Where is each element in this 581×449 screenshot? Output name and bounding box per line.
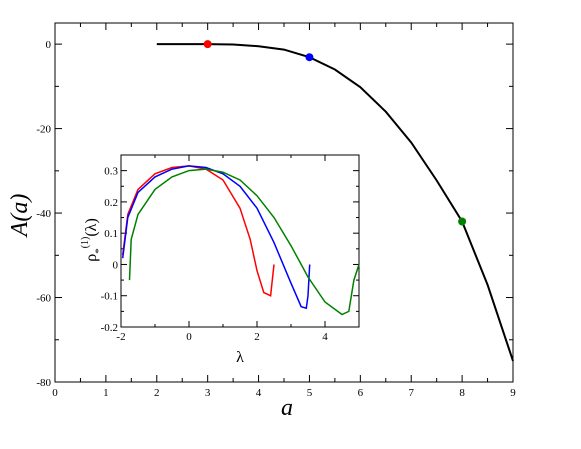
inset-y-axis-title: ρ*(1)(λ) [80,218,105,262]
inset-y-tick-label: 0 [113,259,119,271]
main-x-tick-label: 1 [103,387,109,399]
main-x-axis-title: a [281,395,293,421]
inset-x-tick-label: 2 [254,331,260,343]
main-point-marker [305,53,314,62]
main-x-tick-label: 2 [154,387,160,399]
inset-y-tick-label: 0.2 [104,197,118,209]
main-lines [156,43,514,362]
main-y-tick-label: 0 [46,39,52,51]
inset-x-axis-title: λ [236,349,244,366]
inset-x-tick-label: 0 [186,331,192,343]
main-x-tick-label: 9 [510,387,516,399]
main-x-tick-label: 0 [52,387,58,399]
inset-ticks: -2 0 2 4 0.3 0.2 0.1 0 -0.1 -0.2 [101,155,360,343]
inset-background [121,155,359,327]
main-x-tick-label: 5 [307,387,313,399]
inset-x-tick-label: -2 [116,331,125,343]
main-x-tick-label: 3 [205,387,211,399]
inset-y-tick-label: 0.1 [104,228,118,240]
inset-plot-frame [120,154,360,328]
main-point-marker [203,40,212,49]
inset-y-tick-label: 0.3 [104,166,118,178]
main-y-tick-label: -20 [36,124,51,136]
main-x-tick-label: 4 [256,387,262,399]
inset-y-tick-label: -0.1 [101,291,118,303]
inset-y-tick-label: -0.2 [101,322,118,334]
inset-series-line [121,165,311,310]
main-y-axis-title: A(a) [7,194,33,239]
main-y-tick-label: -40 [36,208,51,220]
main-y-tick-label: -80 [36,377,51,389]
inset-series-line [128,168,360,316]
inset-x-tick-label: 4 [322,331,328,343]
main-x-tick-label: 7 [408,387,414,399]
inset-lines [121,165,360,316]
main-markers [203,40,467,226]
inset-series-line [121,165,275,297]
main-ticks: 0 1 2 3 4 5 6 7 8 90-20-40-60-80 [36,23,516,399]
main-y-tick-label: -60 [36,293,51,305]
main-series-line [156,43,514,362]
main-point-marker [458,217,467,226]
main-x-tick-label: 6 [358,387,364,399]
main-x-tick-label: 8 [459,387,465,399]
